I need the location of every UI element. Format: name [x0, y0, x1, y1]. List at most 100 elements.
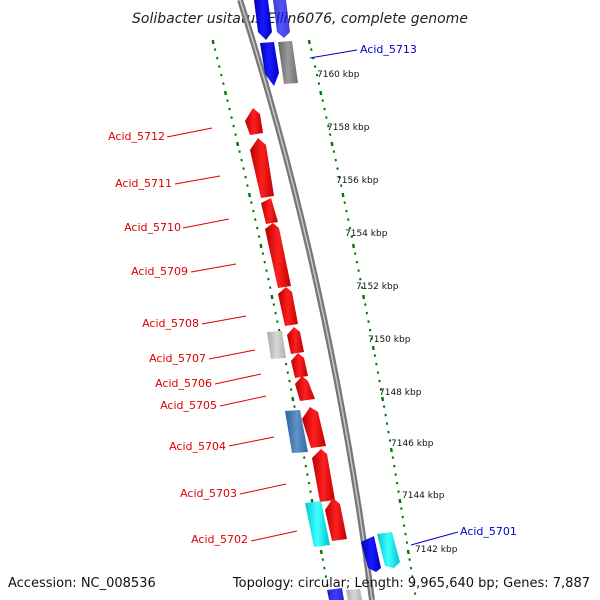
reverse-strand-tick [255, 226, 259, 230]
accession-text: Accession: NC_008536 [8, 576, 156, 591]
reverse-strand-tick [254, 218, 257, 221]
forward-strand-tick [319, 90, 323, 96]
gene-label-acid-5703[interactable]: Acid_5703 [180, 487, 237, 500]
reverse-strand-tick [306, 473, 309, 476]
gene-label-acid-5706[interactable]: Acid_5706 [155, 377, 212, 390]
kbp-label-7152: 7152 kbp [356, 282, 399, 292]
forward-strand-tick [402, 524, 406, 527]
reverse-strand-tick [323, 566, 326, 570]
forward-strand-tick [332, 150, 336, 153]
forward-strand-tick [360, 286, 364, 289]
topology-summary-text: Topology: circular; Length: 9,965,640 bp… [232, 576, 590, 591]
forward-strand-tick [413, 592, 417, 595]
reverse-strand-tick [261, 252, 265, 255]
forward-strand-tick [347, 218, 350, 221]
forward-strand-tick [370, 337, 373, 340]
gene-acid-5703 [312, 449, 335, 502]
reverse-strand-tick [263, 260, 266, 264]
leader-acid-5703 [239, 483, 287, 495]
kbp-label-7160: 7160 kbp [317, 70, 360, 80]
forward-strand-tick [405, 541, 409, 544]
reverse-strand-tick [270, 294, 274, 300]
forward-strand-tick [343, 201, 346, 204]
leader-acid-5704 [228, 436, 275, 447]
reverse-strand-tick [267, 277, 270, 281]
leader-lines [166, 49, 459, 546]
gene-label-acid-5713[interactable]: Acid_5713 [360, 43, 417, 56]
gene-acid-5705 [295, 376, 315, 401]
reverse-strand-tick [232, 124, 235, 128]
forward-strand-tick [367, 320, 370, 323]
gene-acid-5704 [302, 407, 326, 448]
gene-acid-5712 [245, 108, 263, 135]
kbp-label-7146: 7146 kbp [391, 439, 434, 449]
gene-label-acid-5710[interactable]: Acid_5710 [124, 221, 181, 234]
forward-strand-tick [353, 252, 357, 255]
forward-strand-tick [371, 345, 375, 351]
reverse-strand-tick [246, 184, 249, 187]
leader-acid-5708 [201, 315, 247, 325]
gene-acid-5709 [265, 223, 291, 288]
kbp-label-7154: 7154 kbp [345, 229, 388, 239]
leader-acid-5713 [309, 49, 358, 59]
kbp-label-7150: 7150 kbp [368, 335, 411, 345]
gene-label-acid-5705[interactable]: Acid_5705 [160, 399, 217, 412]
forward-strand-tick [362, 294, 366, 300]
leader-acid-5710 [182, 218, 230, 229]
forward-strand-tick [373, 354, 377, 357]
forward-strand-tick [323, 107, 326, 111]
leader-acid-5701 [410, 531, 459, 546]
forward-strand-tick [408, 558, 411, 561]
reverse-strand-tick [276, 320, 279, 323]
reverse-strand-tick [226, 99, 229, 102]
forward-strand-tick [397, 490, 400, 493]
genome-backbone [237, 0, 375, 600]
reverse-strand-tick [268, 286, 272, 289]
forward-strand-tick [368, 328, 372, 332]
forward-strand-tick [345, 209, 348, 213]
gene-acid-5701 [377, 532, 400, 568]
reverse-strand-tick [289, 388, 293, 391]
gene-label-acid-5702[interactable]: Acid_5702 [191, 533, 248, 546]
forward-strand-tick [385, 422, 389, 425]
forward-strand-tick [348, 226, 352, 230]
gene-label-acid-5708[interactable]: Acid_5708 [142, 317, 199, 330]
reverse-strand-tick [220, 73, 223, 77]
forward-strand-tick [409, 566, 413, 570]
gene-label-acid-5709[interactable]: Acid_5709 [131, 265, 188, 278]
gene-label-acid-5712[interactable]: Acid_5712 [108, 130, 165, 143]
gene-acid-5710 [261, 198, 278, 224]
reverse-strand-tick [244, 175, 247, 179]
gene-label-acid-5704[interactable]: Acid_5704 [169, 440, 226, 453]
gene-acid-5713 [278, 41, 298, 84]
forward-strand-tick [317, 82, 321, 85]
leader-acid-5706 [214, 373, 262, 385]
reverse-strand-tick [321, 558, 325, 561]
forward-strand-tick [365, 311, 369, 315]
forward-strand-tick [395, 481, 399, 485]
kbp-label-7148: 7148 kbp [379, 388, 422, 398]
gene-label-acid-5701[interactable]: Acid_5701 [460, 525, 517, 538]
gene-label-acid-5711[interactable]: Acid_5711 [115, 177, 172, 190]
reverse-strand-tick [230, 116, 233, 119]
reverse-strand-tick [274, 311, 277, 315]
forward-strand-ticks [307, 39, 417, 595]
reverse-strand-tick [211, 39, 215, 45]
gene-top-partial-blue [254, 0, 272, 40]
leader-acid-5711 [174, 175, 221, 185]
reverse-strand-tick [291, 396, 295, 402]
forward-strand-tick [310, 48, 313, 51]
gene-label-acid-5707[interactable]: Acid_5707 [149, 352, 206, 365]
forward-strand-tick [400, 507, 403, 510]
forward-strand-tick [378, 379, 381, 383]
reverse-strand-tick [228, 107, 231, 111]
gene-acid-5702-cyan [305, 501, 330, 547]
forward-strand-tick [352, 243, 355, 249]
kbp-label-7156: 7156 kbp [336, 176, 379, 186]
reverse-strand-tick [288, 379, 291, 383]
reverse-strand-tick [309, 490, 312, 493]
leader-acid-5712 [166, 127, 213, 138]
forward-strand-tick [336, 167, 339, 170]
